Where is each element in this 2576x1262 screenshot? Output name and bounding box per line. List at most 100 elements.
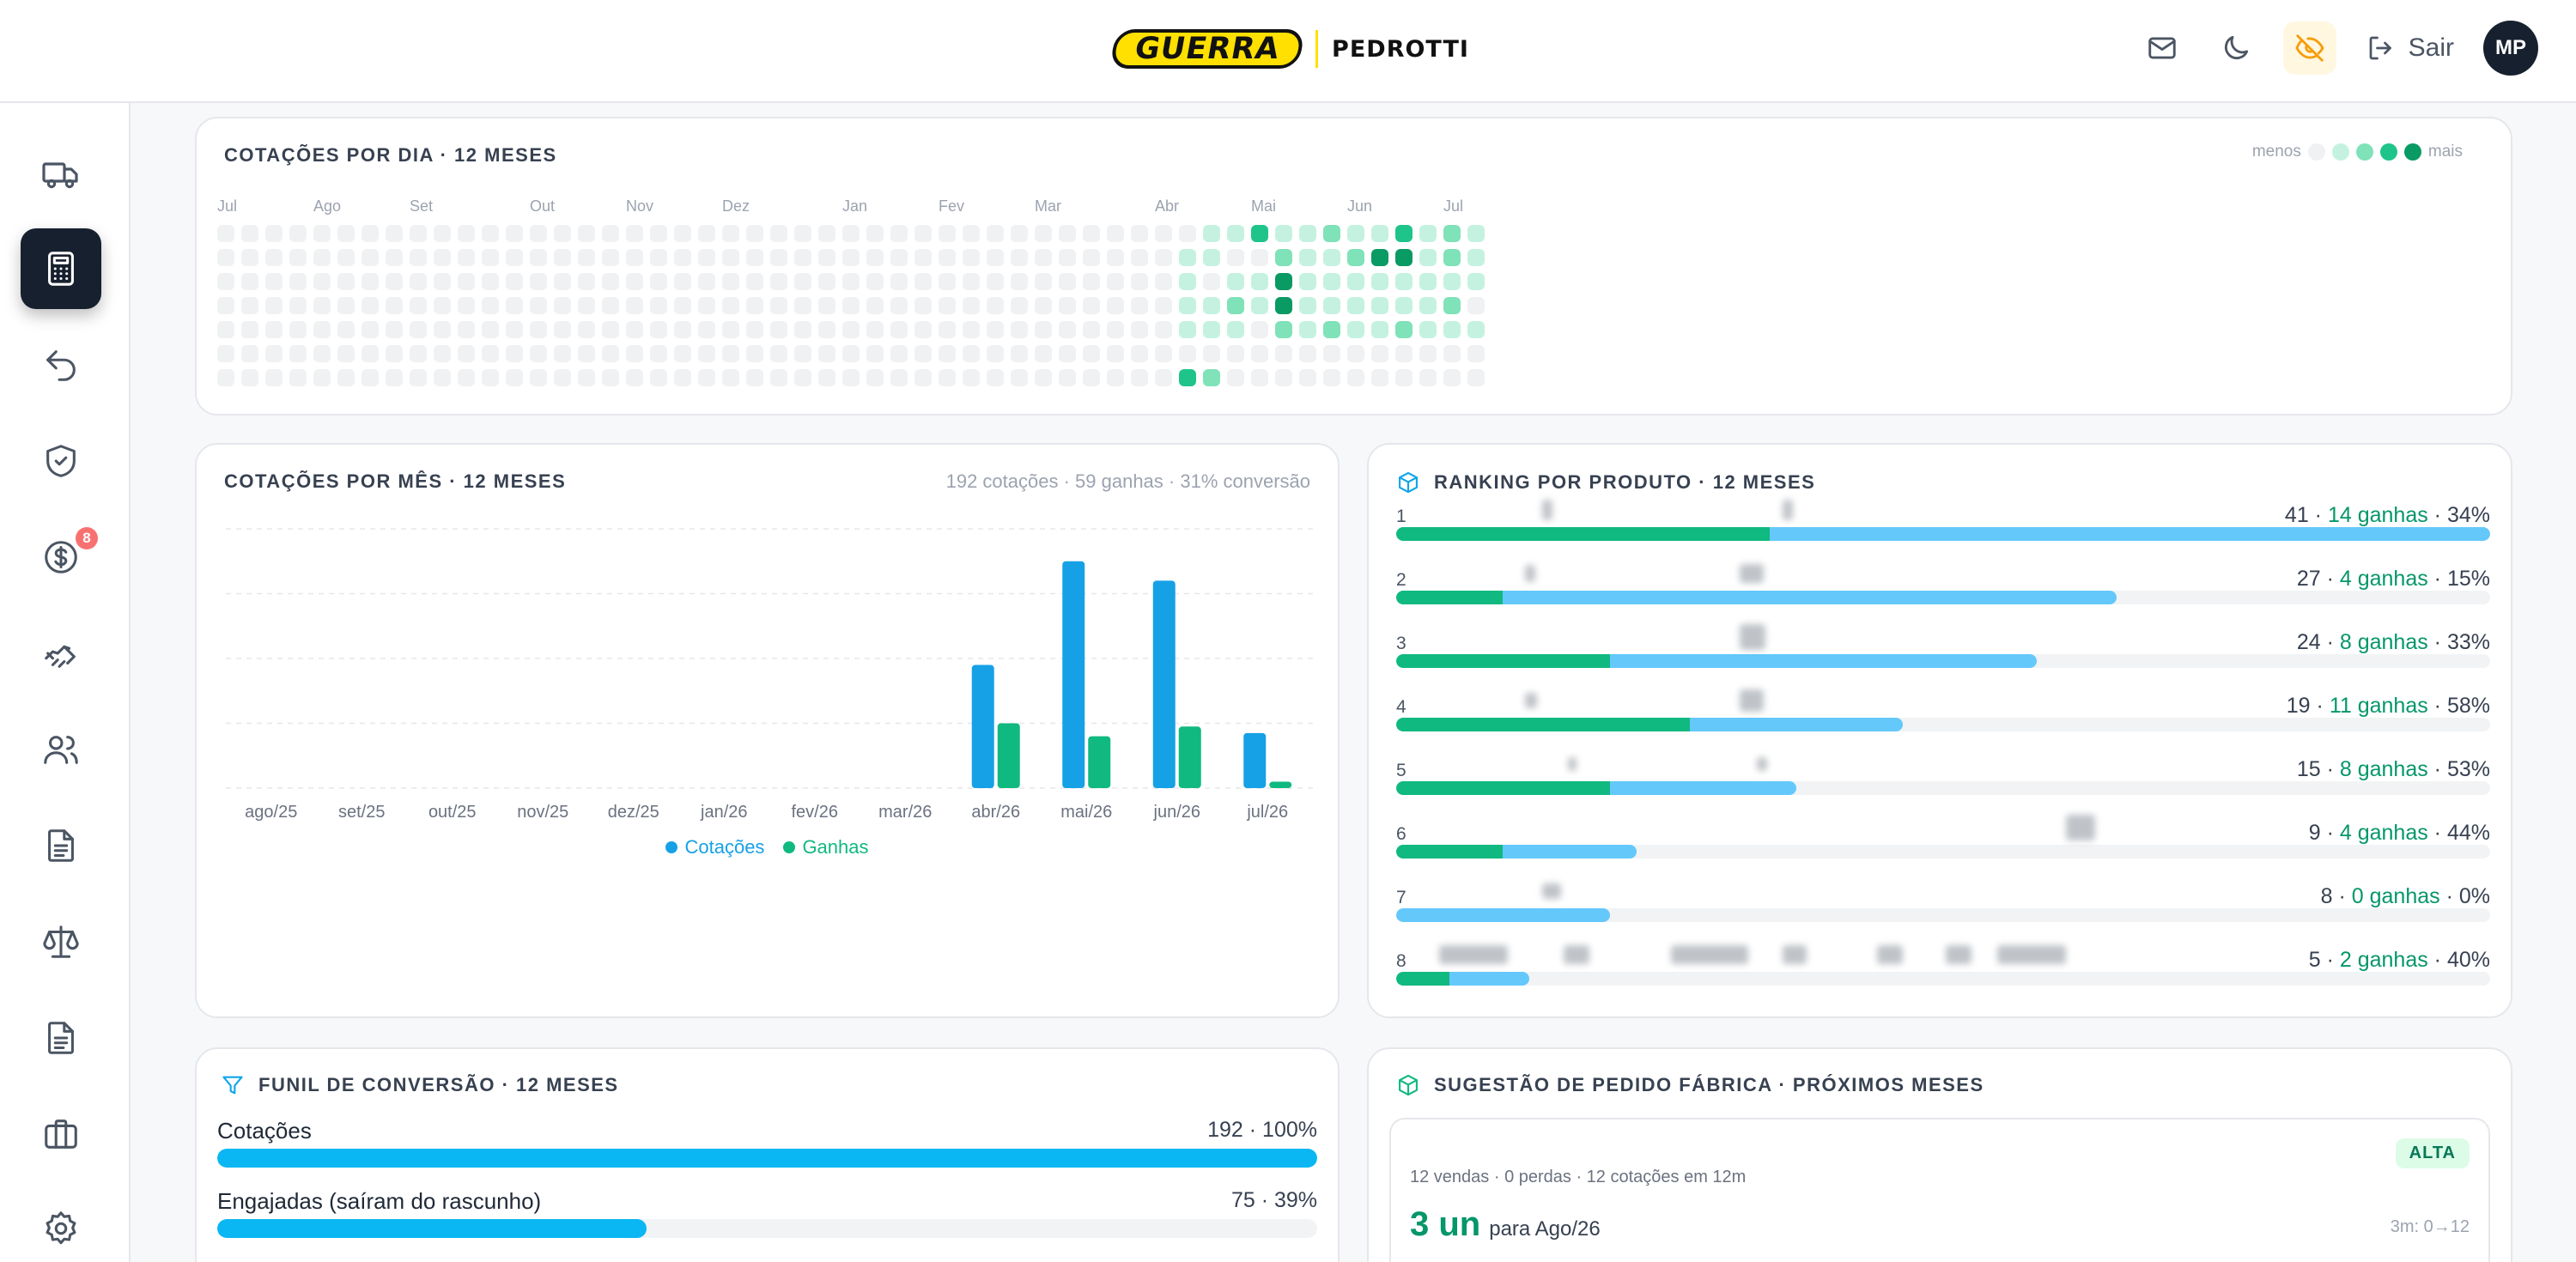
heatmap-cell[interactable] (313, 297, 331, 314)
heatmap-cell[interactable] (337, 297, 355, 314)
heatmap-cell[interactable] (1419, 249, 1437, 266)
heatmap-cell[interactable] (482, 273, 499, 290)
heatmap-cell[interactable] (698, 273, 715, 290)
heatmap-cell[interactable] (506, 225, 523, 242)
heatmap-cell[interactable] (963, 249, 980, 266)
heatmap-cell[interactable] (217, 297, 234, 314)
heatmap-cell[interactable] (1323, 225, 1340, 242)
heatmap-cell[interactable] (578, 225, 595, 242)
heatmap-cell[interactable] (386, 249, 403, 266)
heatmap-cell[interactable] (1155, 225, 1172, 242)
heatmap-cell[interactable] (722, 321, 739, 338)
heatmap-cell[interactable] (890, 273, 908, 290)
heatmap-cell[interactable] (987, 249, 1004, 266)
heatmap-cell[interactable] (410, 225, 427, 242)
sidebar-item-reports[interactable] (21, 998, 101, 1078)
heatmap-cell[interactable] (987, 345, 1004, 362)
heatmap-cell[interactable] (626, 369, 643, 386)
funnel-row[interactable]: Cotações 192 · 100% (217, 1118, 1317, 1169)
sidebar-item-returns[interactable] (21, 325, 101, 405)
heatmap-cell[interactable] (1299, 321, 1316, 338)
heatmap-cell[interactable] (1395, 225, 1413, 242)
heatmap-cell[interactable] (626, 249, 643, 266)
heatmap-cell[interactable] (842, 321, 860, 338)
heatmap-cell[interactable] (602, 225, 619, 242)
heatmap-cell[interactable] (337, 321, 355, 338)
sidebar-item-settings[interactable] (21, 1188, 101, 1262)
heatmap-cell[interactable] (1035, 321, 1052, 338)
heatmap-cell[interactable] (361, 273, 379, 290)
heatmap-cell[interactable] (1251, 273, 1268, 290)
heatmap-cell[interactable] (458, 273, 475, 290)
heatmap-cell[interactable] (770, 345, 787, 362)
ranking-row[interactable]: 4 19 · 11 ganhas · 58% (1396, 689, 2490, 749)
heatmap-cell[interactable] (554, 369, 571, 386)
heatmap-cell[interactable] (361, 321, 379, 338)
heatmap-cell[interactable] (674, 345, 691, 362)
heatmap-cell[interactable] (1155, 369, 1172, 386)
heatmap-cell[interactable] (217, 225, 234, 242)
heatmap-cell[interactable] (265, 225, 283, 242)
heatmap-cell[interactable] (1227, 225, 1244, 242)
heatmap-cell[interactable] (410, 321, 427, 338)
heatmap-cell[interactable] (1203, 321, 1220, 338)
heatmap-cell[interactable] (1419, 297, 1437, 314)
heatmap-cell[interactable] (1083, 225, 1100, 242)
heatmap-cell[interactable] (1107, 297, 1124, 314)
heatmap-cell[interactable] (1467, 345, 1485, 362)
heatmap-cell[interactable] (1059, 345, 1076, 362)
heatmap-cell[interactable] (1443, 321, 1461, 338)
bar-ganhas[interactable] (1088, 736, 1111, 788)
heatmap-cell[interactable] (698, 369, 715, 386)
heatmap-cell[interactable] (1347, 369, 1364, 386)
heatmap-cell[interactable] (1443, 297, 1461, 314)
heatmap-cell[interactable] (506, 273, 523, 290)
heatmap-cell[interactable] (842, 297, 860, 314)
heatmap-cell[interactable] (890, 249, 908, 266)
heatmap-cell[interactable] (313, 369, 331, 386)
heatmap-cell[interactable] (963, 273, 980, 290)
heatmap-cell[interactable] (458, 225, 475, 242)
heatmap-cell[interactable] (1371, 369, 1388, 386)
heatmap-cell[interactable] (1443, 225, 1461, 242)
heatmap-cell[interactable] (1299, 273, 1316, 290)
heatmap-cell[interactable] (1323, 297, 1340, 314)
heatmap-cell[interactable] (1203, 297, 1220, 314)
heatmap-cell[interactable] (482, 297, 499, 314)
bar-cotacoes[interactable] (1152, 580, 1176, 788)
heatmap-cell[interactable] (602, 297, 619, 314)
heatmap-cell[interactable] (361, 297, 379, 314)
heatmap-cell[interactable] (1467, 225, 1485, 242)
heatmap-cell[interactable] (1443, 369, 1461, 386)
heatmap-cell[interactable] (1275, 249, 1292, 266)
heatmap-cell[interactable] (554, 249, 571, 266)
sidebar-item-legal[interactable] (21, 901, 101, 982)
heatmap-cell[interactable] (842, 273, 860, 290)
heatmap-cell[interactable] (650, 321, 667, 338)
heatmap-cell[interactable] (337, 225, 355, 242)
heatmap-cell[interactable] (1107, 345, 1124, 362)
heatmap-cell[interactable] (530, 321, 547, 338)
heatmap-cell[interactable] (265, 345, 283, 362)
heatmap-cell[interactable] (1299, 297, 1316, 314)
heatmap-cell[interactable] (1083, 321, 1100, 338)
heatmap-cell[interactable] (241, 297, 258, 314)
heatmap-cell[interactable] (1083, 345, 1100, 362)
heatmap-cell[interactable] (1107, 273, 1124, 290)
heatmap-cell[interactable] (410, 369, 427, 386)
heatmap-cell[interactable] (410, 345, 427, 362)
heatmap-cell[interactable] (1419, 369, 1437, 386)
heatmap-cell[interactable] (770, 273, 787, 290)
heatmap-cell[interactable] (1131, 273, 1148, 290)
heatmap-cell[interactable] (1419, 225, 1437, 242)
heatmap-cell[interactable] (698, 321, 715, 338)
heatmap-cell[interactable] (987, 273, 1004, 290)
heatmap-cell[interactable] (1203, 225, 1220, 242)
heatmap-cell[interactable] (818, 369, 835, 386)
heatmap-cell[interactable] (217, 249, 234, 266)
heatmap-cell[interactable] (939, 369, 956, 386)
heatmap-cell[interactable] (698, 345, 715, 362)
sidebar-item-quotes[interactable] (21, 228, 101, 309)
heatmap-cell[interactable] (698, 225, 715, 242)
heatmap-cell[interactable] (434, 369, 451, 386)
